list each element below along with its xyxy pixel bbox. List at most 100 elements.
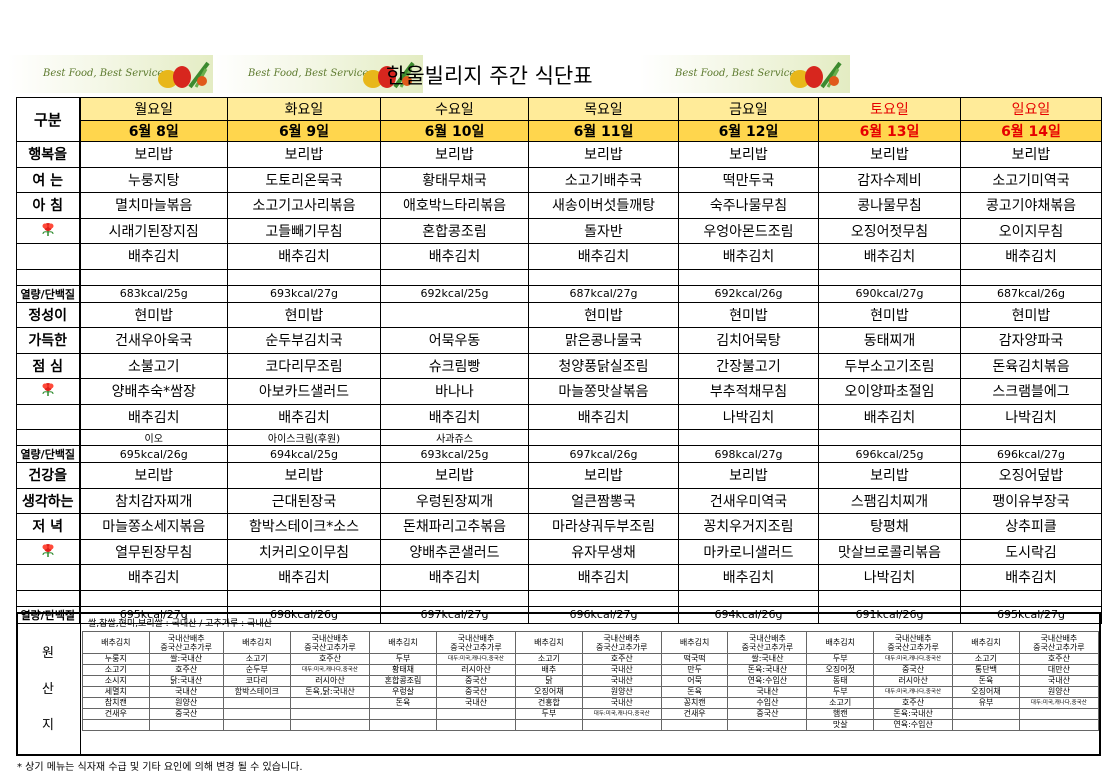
dish-cell: 나박김치: [960, 403, 1102, 430]
origin-item: 맛살: [806, 719, 875, 731]
origin-item: 함박스테이크: [222, 686, 291, 698]
origin-item: 건홍합: [515, 697, 583, 709]
origin-country: 호주산: [289, 653, 371, 665]
origin-header: 쌀,찹쌀,현미,보리쌀 : 국내산 / 고추가루 : 국내산: [88, 619, 272, 629]
dish-cell: 배추김치: [818, 403, 961, 430]
origin-item: 만두: [660, 664, 729, 676]
origin-item: 두부: [806, 686, 875, 698]
note-cell: [678, 429, 819, 446]
origin-head-row: 배추김치 국내산배추 중국산고추가루 배추김치 국내산배추 중국산고추가루 배추김치 국내산배…: [82, 631, 1100, 654]
origin-country: 닭:국내산: [148, 675, 224, 687]
note-cell: [960, 589, 1102, 607]
day-date-row: 6월 8일 6월 9일 6월 10일 6월 11일 6월 12일 6월 13일 6월 14일: [17, 120, 1102, 142]
origin-item: [369, 719, 437, 731]
dish-cell: 우렁된장찌개: [380, 487, 529, 514]
dish-cell: 콩고기야채볶음: [960, 192, 1102, 219]
dish-row: 가득한 건새우아욱국 순두부김치국 어묵우동 맑은콩나물국 김치어묵탕 동태찌개 감자양파국: [16, 327, 1102, 354]
dish-cell: 애호박느타리볶음: [380, 192, 529, 219]
dish-cell: 도토리온묵국: [227, 166, 381, 193]
dish-cell: 바나나: [380, 378, 529, 405]
dish-row: 배추김치 배추김치 배추김치 배추김치 배추김치 나박김치 배추김치: [16, 564, 1102, 591]
dish-cell: 떡만두국: [678, 166, 819, 193]
origin-item: 떡국떡: [660, 653, 729, 665]
kcal-cell: 697kcal/27g: [380, 605, 529, 624]
kcal-cell: 695kcal/27g: [79, 605, 228, 624]
note-cell: [528, 429, 679, 446]
origin-country: 중국산: [873, 664, 954, 676]
day-name: 금요일: [678, 97, 819, 121]
dish-row: 시래기된장지짐 고들빼기무침 혼합콩조림 돌자반 우엉아몬드조림 오징어젓무침 오이지무침: [16, 217, 1102, 244]
dish-cell: 배추김치: [79, 243, 228, 270]
origin-col-head: 국내산배추 중국산고추가루: [1018, 631, 1100, 654]
note-cell: [818, 429, 961, 446]
dish-cell: 배추김치: [528, 403, 679, 430]
origin-label: 원 산 지: [18, 614, 81, 754]
dish-cell: 보리밥: [818, 462, 961, 489]
dish-cell: 배추김치: [528, 243, 679, 270]
origin-country: [435, 719, 517, 731]
meal-label-cell: 생각하는: [16, 487, 81, 514]
origin-item: [222, 708, 291, 720]
meal-label: 여 는: [32, 172, 64, 189]
origin-country: [289, 708, 371, 720]
note-cell: [528, 268, 679, 286]
dish-cell: 슈크림빵: [380, 352, 529, 379]
page-header: Best Food, Best Service Best Food, Best …: [0, 0, 1114, 97]
meal-label-cell: 행복을: [16, 141, 81, 168]
dish-cell: 보리밥: [79, 141, 228, 168]
kcal-cell: 687kcal/27g: [528, 284, 679, 303]
kcal-label: 열량/단백질: [16, 284, 81, 303]
footnote: * 상기 메뉴는 식자재 수급 및 기타 요인에 의해 변경 될 수 있습니다.: [17, 762, 303, 773]
origin-country: 국내산: [581, 664, 662, 676]
dish-row: 양배추숙*쌈장 아보카드샐러드 바나나 마늘쫑맛살볶음 부추적채무침 오이양파초절임 스크램…: [16, 378, 1102, 405]
origin-col-head: 배추김치: [222, 631, 291, 654]
origin-country: [581, 719, 662, 731]
origin-row: 누룽지 쌀:국내산 소고기 호주산 두부 대두:미국,캐나다,중국산 소고기 호주산 떡국떡 쌀:…: [82, 653, 1100, 665]
origin-item: [369, 708, 437, 720]
day-name: 토요일: [818, 97, 961, 121]
origin-col-head: 배추김치: [82, 631, 150, 654]
note-cell: [227, 589, 381, 607]
dish-cell: 멸치마늘볶음: [79, 192, 228, 219]
dish-cell: 마늘쫑소세지볶음: [79, 513, 228, 540]
dish-row: 행복을 보리밥 보리밥 보리밥 보리밥 보리밥 보리밥 보리밥: [16, 141, 1102, 168]
day-name-row: 구분 월요일 화요일 수요일 목요일 금요일 토요일 일요일: [16, 97, 1102, 142]
note-label: [16, 589, 81, 607]
meal-label-cell: 건강을: [16, 462, 81, 489]
origin-item: 오징어젓: [806, 664, 875, 676]
dish-cell: 돌자반: [528, 217, 679, 244]
origin-item: 우렁살: [369, 686, 437, 698]
origin-country: 원양산: [581, 686, 662, 698]
meal-label: 행복을: [28, 147, 68, 164]
origin-country: [727, 719, 808, 731]
flower-icon: [42, 543, 54, 557]
dish-row: 열무된장무침 치커리오이무침 양배추콘샐러드 유자무생채 마카로니샐러드 맛살브로콜리볶음…: [16, 538, 1102, 565]
origin-country: [148, 719, 224, 731]
note-cell: [960, 429, 1102, 446]
note-row: [16, 268, 1102, 286]
dish-cell: 소고기미역국: [960, 166, 1102, 193]
kcal-cell: 696kcal/25g: [818, 445, 961, 463]
kcal-row: 열량/단백질 683kcal/25g 693kcal/27g 692kcal/25g 6…: [16, 284, 1102, 303]
note-label: [16, 268, 81, 286]
origin-row: 세멸치 국내산 함박스테이크 돈육,닭:국내산 우렁살 중국산 오징어채 원양산 돈육 국내산 두부…: [82, 686, 1100, 698]
origin-item: [222, 697, 291, 709]
dish-cell: 배추김치: [227, 564, 381, 591]
dish-cell: 감자수제비: [818, 166, 961, 193]
banner-middle: Best Food, Best Service: [213, 55, 423, 93]
dish-row: 건강을 보리밥 보리밥 보리밥 보리밥 보리밥 보리밥 오징어덮밥: [16, 462, 1102, 489]
kcal-row: 열량/단백질 695kcal/26g 694kcal/25g 693kcal/25g 6…: [16, 445, 1102, 463]
meal-label-cell: [16, 564, 81, 591]
day-name: 수요일: [380, 97, 529, 121]
origin-country: 국내산: [727, 686, 808, 698]
origin-item: 꽁치캔: [660, 697, 729, 709]
dish-cell: 보리밥: [528, 462, 679, 489]
meal-label-cell: 여 는: [16, 166, 81, 193]
dish-cell: 보리밥: [818, 141, 961, 168]
kcal-cell: 695kcal/27g: [960, 605, 1102, 624]
kcal-cell: 693kcal/27g: [227, 284, 381, 303]
origin-country: 중국산: [148, 708, 224, 720]
origin-country: 호주산: [581, 653, 662, 665]
kcal-label: 열량/단백질: [16, 445, 81, 463]
dish-cell: 고들빼기무침: [227, 217, 381, 244]
